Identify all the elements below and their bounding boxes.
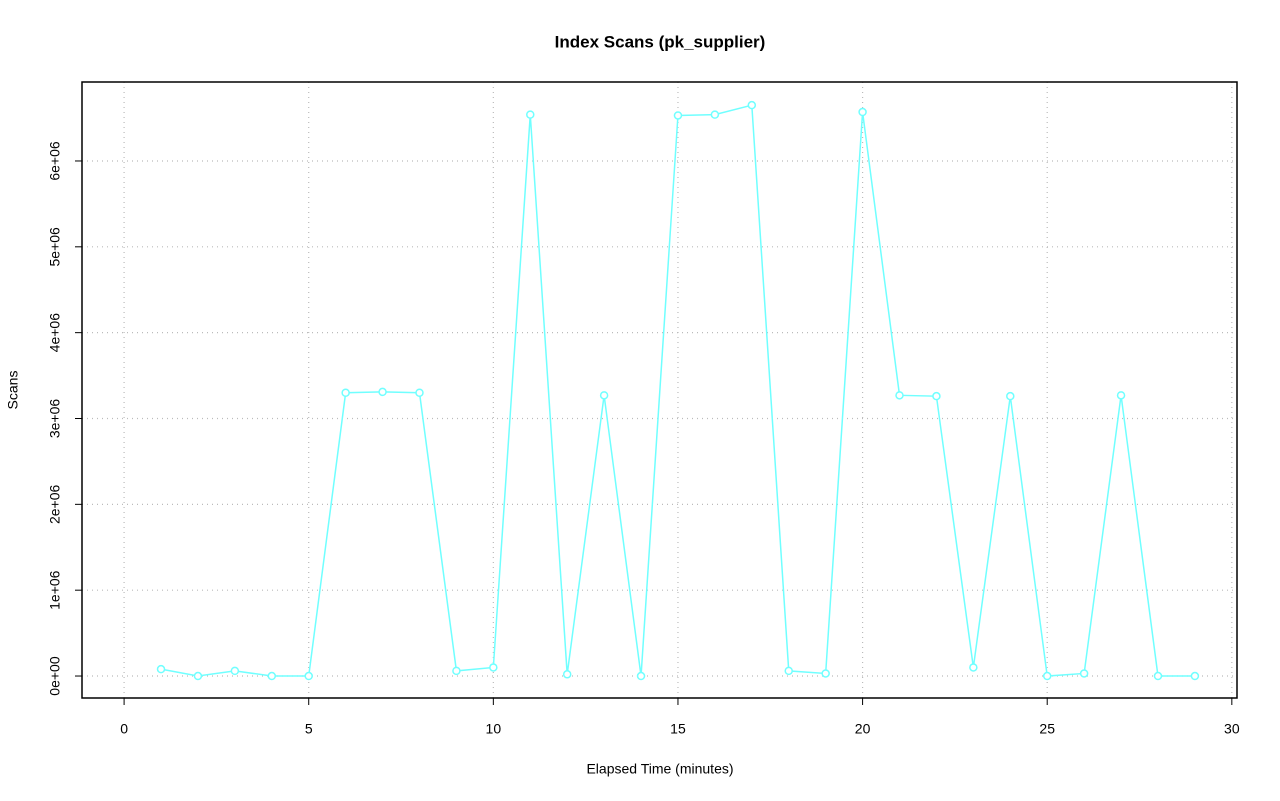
y-tick-label: 1e+06 <box>47 570 63 610</box>
data-point <box>415 388 424 397</box>
data-point <box>821 669 830 678</box>
data-point <box>562 670 572 679</box>
x-tick-label: 30 <box>1224 721 1240 737</box>
x-tick-label: 5 <box>305 721 313 737</box>
y-tick-label: 2e+06 <box>47 484 63 524</box>
data-point <box>304 671 313 681</box>
data-point <box>858 107 867 117</box>
data-point <box>230 666 240 676</box>
data-point <box>710 110 720 119</box>
data-point <box>1079 669 1089 678</box>
data-point <box>1006 391 1015 401</box>
y-tick-label: 4e+06 <box>47 313 63 353</box>
x-tick-label: 0 <box>120 721 128 737</box>
data-point <box>1042 671 1052 681</box>
data-point <box>156 664 166 674</box>
y-tick-label: 0e+00 <box>47 656 63 696</box>
data-point <box>599 391 609 400</box>
data-point <box>784 666 793 676</box>
data-point <box>636 671 646 681</box>
data-point <box>895 391 904 400</box>
data-point <box>489 663 498 672</box>
x-tick-label: 15 <box>670 721 686 737</box>
plot-frame <box>81 81 1238 699</box>
data-point <box>267 671 277 681</box>
y-tick-label: 3e+06 <box>47 399 63 439</box>
data-point <box>747 100 757 110</box>
data-point <box>1190 671 1200 681</box>
data-point <box>1153 671 1163 681</box>
x-tick-label: 25 <box>1039 721 1055 737</box>
data-point <box>193 671 203 681</box>
y-axis-label: Scans <box>5 371 21 410</box>
y-tick-label: 5e+06 <box>47 227 63 267</box>
data-point <box>378 387 387 397</box>
x-tick-label: 20 <box>855 721 871 737</box>
chart-title: Index Scans (pk_supplier) <box>555 32 766 51</box>
y-tick-label: 6e+06 <box>47 141 63 181</box>
data-point <box>452 666 461 676</box>
data-point <box>932 391 941 401</box>
data-point <box>341 388 350 397</box>
x-axis-label: Elapsed Time (minutes) <box>586 761 733 777</box>
data-point <box>673 111 683 120</box>
data-point <box>969 663 978 672</box>
data-point <box>526 110 535 119</box>
data-point <box>1116 391 1126 400</box>
x-tick-label: 10 <box>486 721 502 737</box>
